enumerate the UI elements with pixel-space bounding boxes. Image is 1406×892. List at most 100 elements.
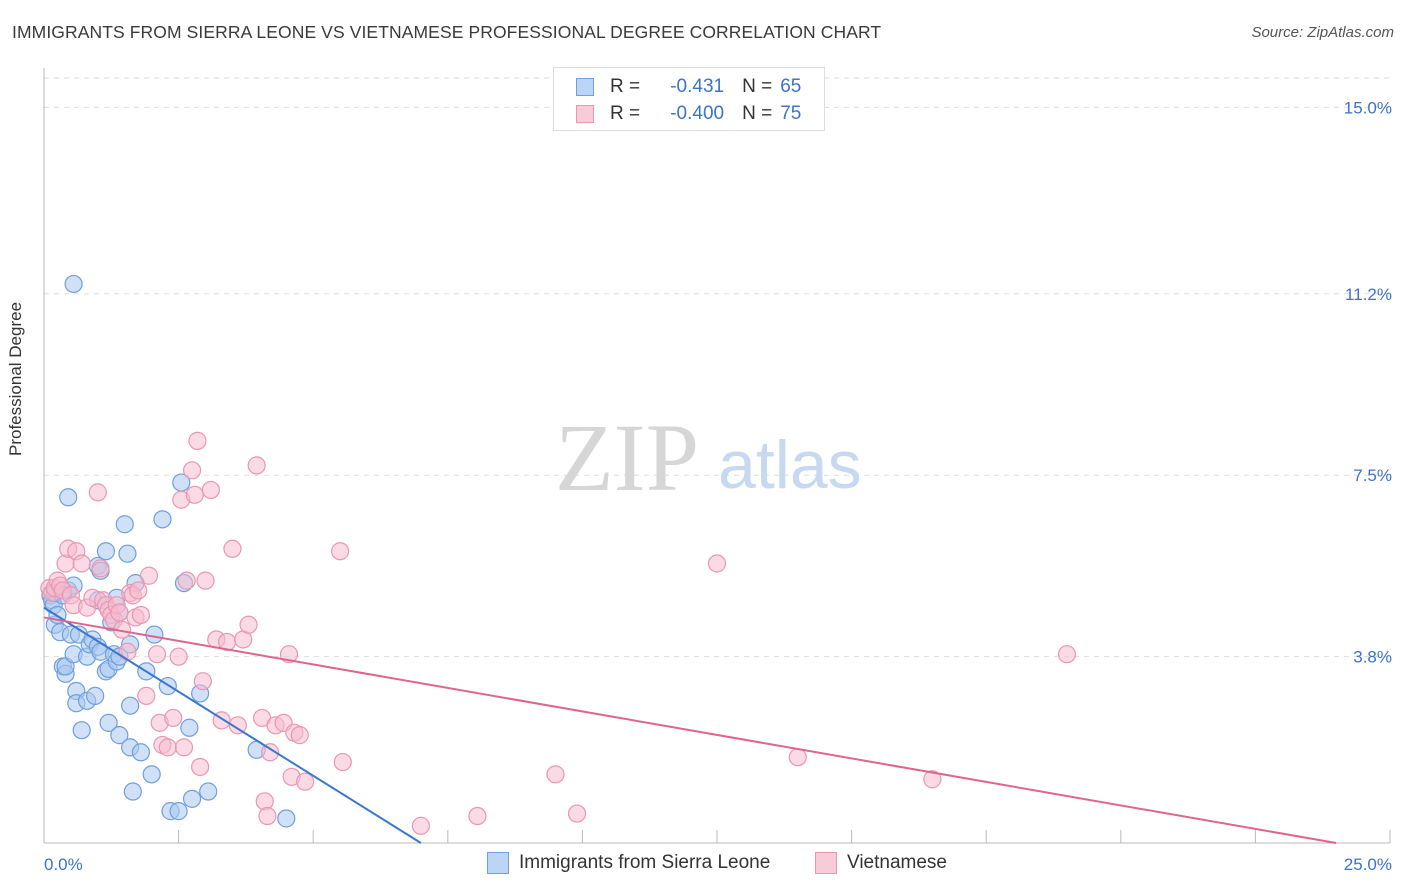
series-vietnamese-points <box>40 431 1077 835</box>
data-point-sierra-leone <box>199 782 218 801</box>
tick-labels: 3.8% 7.5% 11.2% 15.0% 0.0% 25.0% <box>44 98 1392 874</box>
data-point-vietnamese <box>174 738 194 757</box>
legend-n-value: 65 <box>780 76 802 97</box>
legend-swatch-pink <box>815 852 837 874</box>
legend-swatch-blue <box>576 78 594 96</box>
axes <box>43 68 1391 844</box>
data-point-vietnamese <box>147 645 167 664</box>
legend-row-sierra-leone: R = -0.431 N = 65 <box>576 74 801 100</box>
data-point-sierra-leone <box>64 274 83 294</box>
data-point-sierra-leone <box>142 765 161 784</box>
x-tick-label: 0.0% <box>44 855 83 874</box>
legend-label-vietnamese: Vietnamese <box>847 852 947 873</box>
data-point-vietnamese <box>188 431 207 450</box>
data-point-sierra-leone <box>131 743 151 762</box>
legend-r-label: R = <box>610 76 641 97</box>
data-point-vietnamese <box>118 642 137 661</box>
data-point-vietnamese <box>707 554 727 573</box>
source-credit: Source: ZipAtlas.com <box>1251 24 1394 41</box>
data-point-sierra-leone <box>123 782 142 801</box>
data-point-vietnamese <box>296 772 315 791</box>
data-point-vietnamese <box>247 456 266 475</box>
data-point-sierra-leone <box>59 488 78 507</box>
data-point-sierra-leone <box>118 544 137 563</box>
data-point-vietnamese <box>333 752 352 772</box>
trend-line-vietnamese <box>43 616 1337 844</box>
legend-n-value: 75 <box>780 103 802 124</box>
data-point-sierra-leone <box>180 718 199 737</box>
data-point-vietnamese <box>137 686 156 705</box>
legend-item-vietnamese[interactable]: Vietnamese <box>815 852 947 874</box>
data-point-vietnamese <box>129 581 148 600</box>
legend-r-value: -0.400 <box>670 103 725 124</box>
y-tick-label: 11.2% <box>1345 285 1392 304</box>
data-point-vietnamese <box>567 804 587 823</box>
data-point-vietnamese <box>196 571 215 590</box>
data-point-sierra-leone <box>277 809 296 828</box>
legend-n-label: N = <box>742 76 773 97</box>
data-point-vietnamese <box>169 647 188 666</box>
correlation-legend: R = -0.431 N = 65 R = -0.400 N = 75 <box>553 67 825 131</box>
data-point-vietnamese <box>164 708 183 728</box>
y-tick-label: 3.8% <box>1353 648 1392 667</box>
legend-item-sierra-leone[interactable]: Immigrants from Sierra Leone <box>487 852 770 874</box>
data-point-vietnamese <box>261 743 280 762</box>
data-point-vietnamese <box>72 554 91 573</box>
data-point-vietnamese <box>139 566 159 585</box>
trend-lines <box>43 606 1337 844</box>
data-point-vietnamese <box>923 770 942 789</box>
data-point-sierra-leone <box>86 686 105 705</box>
data-point-vietnamese <box>201 480 221 500</box>
data-point-vietnamese <box>411 816 430 835</box>
data-point-vietnamese <box>193 672 212 691</box>
y-axis-label: Professional Degree <box>6 301 25 456</box>
data-point-sierra-leone <box>110 726 129 745</box>
data-point-sierra-leone <box>72 721 91 740</box>
trend-line-sierra-leone <box>43 606 422 844</box>
data-point-vietnamese <box>468 806 487 826</box>
data-point-vietnamese <box>88 483 107 502</box>
data-point-sierra-leone <box>99 713 118 732</box>
data-point-vietnamese <box>131 605 151 625</box>
legend-swatch-pink <box>576 105 594 123</box>
legend-swatch-blue <box>487 852 509 874</box>
y-tick-label: 15.0% <box>1344 98 1392 117</box>
data-point-vietnamese <box>258 806 277 826</box>
data-point-vietnamese <box>191 757 210 777</box>
data-point-vietnamese <box>110 603 129 622</box>
data-point-sierra-leone <box>169 802 188 821</box>
data-point-sierra-leone <box>96 542 116 561</box>
series-legend: Immigrants from Sierra Leone Vietnamese <box>0 852 1406 878</box>
y-tick-label: 7.5% <box>1353 466 1392 485</box>
data-point-vietnamese <box>223 539 242 558</box>
data-point-vietnamese <box>228 716 247 735</box>
data-point-sierra-leone <box>115 515 134 534</box>
data-point-vietnamese <box>255 792 274 811</box>
data-point-vietnamese <box>239 615 258 634</box>
data-point-vietnamese <box>1057 645 1077 664</box>
watermark-zip: ZIP <box>555 404 699 511</box>
data-point-vietnamese <box>158 738 177 757</box>
data-point-vietnamese <box>177 571 196 590</box>
legend-row-vietnamese: R = -0.400 N = 75 <box>576 101 801 127</box>
data-point-vietnamese <box>290 726 309 745</box>
chart-title: IMMIGRANTS FROM SIERRA LEONE VS VIETNAME… <box>12 22 882 42</box>
watermark: ZIP atlas <box>555 404 862 511</box>
data-point-sierra-leone <box>145 625 164 644</box>
data-point-sierra-leone <box>121 696 140 715</box>
data-point-vietnamese <box>182 461 202 480</box>
watermark-atlas: atlas <box>718 427 862 503</box>
data-point-sierra-leone <box>153 510 172 529</box>
legend-r-value: -0.431 <box>670 76 725 97</box>
legend-label-sierra-leone: Immigrants from Sierra Leone <box>519 852 771 873</box>
data-point-vietnamese <box>331 542 350 561</box>
x-tick-label: 25.0% <box>1344 855 1392 874</box>
data-point-vietnamese <box>546 765 565 784</box>
legend-n-label: N = <box>742 103 773 124</box>
data-point-vietnamese <box>91 559 110 578</box>
legend-r-label: R = <box>610 103 641 124</box>
data-point-sierra-leone <box>182 789 202 808</box>
data-point-vietnamese <box>185 485 204 504</box>
data-point-vietnamese <box>788 748 807 767</box>
